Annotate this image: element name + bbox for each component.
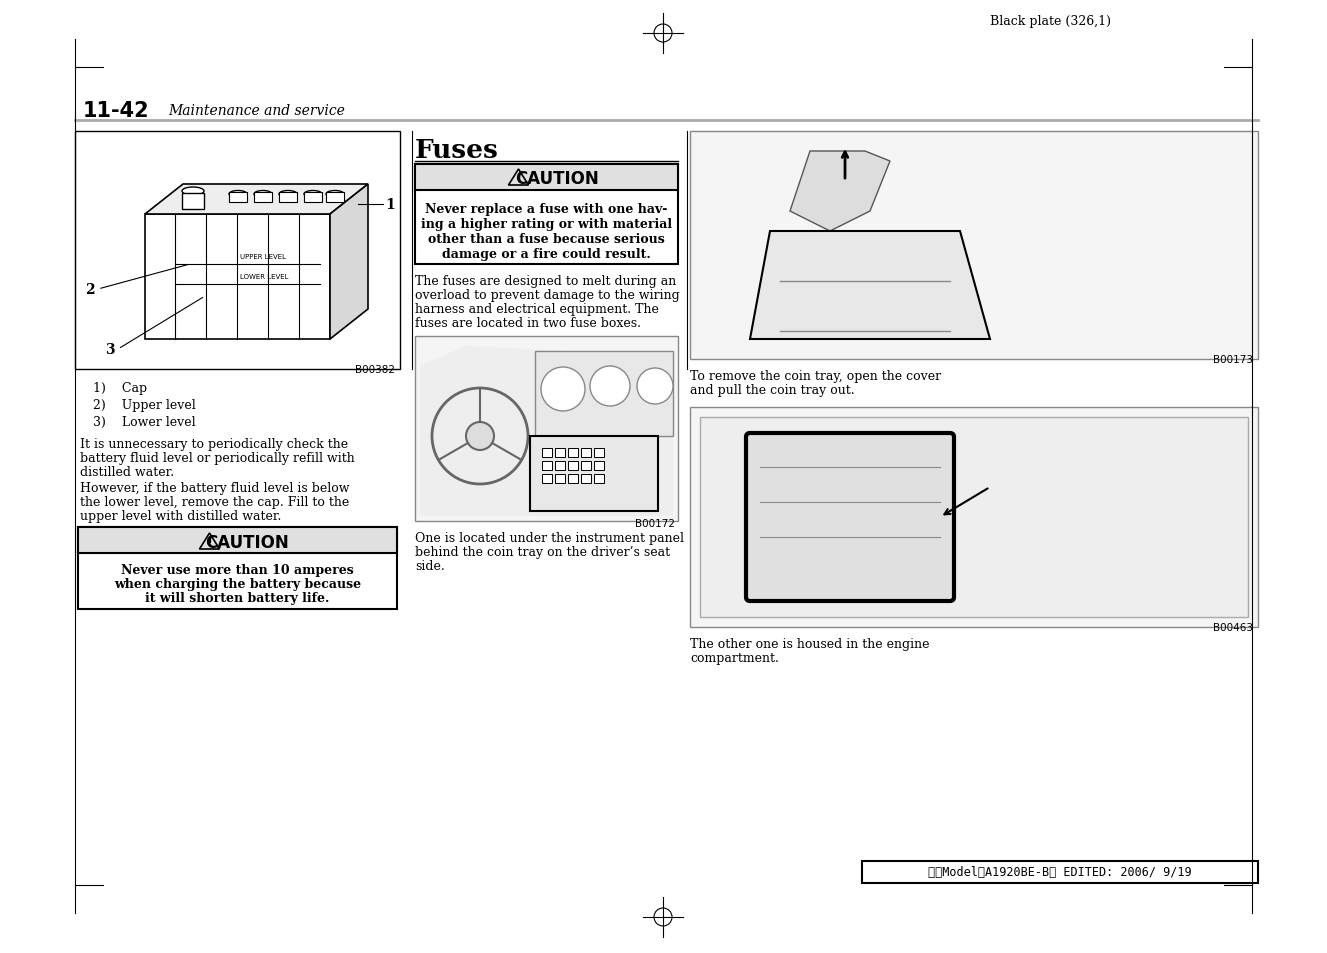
Polygon shape [508, 170, 528, 186]
Text: The other one is housed in the engine: The other one is housed in the engine [690, 638, 929, 650]
Ellipse shape [326, 192, 344, 198]
Ellipse shape [304, 192, 322, 198]
Ellipse shape [182, 188, 204, 195]
Circle shape [591, 367, 630, 407]
Text: harness and electrical equipment. The: harness and electrical equipment. The [415, 303, 660, 315]
Text: Never replace a fuse with one hav-: Never replace a fuse with one hav- [426, 203, 667, 215]
Bar [594, 449, 604, 457]
Bar [568, 449, 579, 457]
Text: it will shorten battery life.: it will shorten battery life. [146, 592, 329, 604]
Bar [690, 408, 1258, 627]
Text: 2: 2 [85, 283, 94, 296]
Circle shape [541, 368, 585, 412]
Polygon shape [145, 185, 368, 214]
Ellipse shape [279, 192, 297, 198]
Text: ing a higher rating or with material: ing a higher rating or with material [421, 218, 671, 231]
Text: when charging the battery because: when charging the battery because [114, 578, 361, 590]
Text: One is located under the instrument panel: One is located under the instrument pane… [415, 532, 683, 544]
Text: !: ! [516, 173, 520, 184]
Bar [555, 475, 565, 483]
Text: battery fluid level or periodically refill with: battery fluid level or periodically refi… [80, 452, 354, 464]
Bar [535, 352, 673, 436]
Circle shape [637, 369, 673, 405]
Text: other than a fuse because serious: other than a fuse because serious [429, 233, 665, 246]
Text: side.: side. [415, 559, 445, 573]
Text: Black plate (326,1): Black plate (326,1) [990, 15, 1111, 29]
Bar [863, 862, 1258, 883]
Text: 1: 1 [385, 198, 394, 212]
Bar [78, 527, 397, 554]
Bar [541, 461, 552, 471]
Text: 1)    Cap: 1) Cap [93, 381, 147, 395]
Bar [541, 475, 552, 483]
Text: compartment.: compartment. [690, 651, 779, 664]
Bar [415, 165, 678, 191]
Text: It is unnecessary to periodically check the: It is unnecessary to periodically check … [80, 437, 348, 451]
Bar [581, 461, 591, 471]
Bar [555, 461, 565, 471]
Text: Never use more than 10 amperes: Never use more than 10 amperes [121, 563, 354, 577]
Bar [529, 436, 658, 512]
Ellipse shape [230, 192, 247, 198]
Text: upper level with distilled water.: upper level with distilled water. [80, 510, 281, 522]
Bar [415, 336, 678, 521]
Bar [701, 417, 1247, 618]
Text: distilled water.: distilled water. [80, 465, 174, 478]
Bar [326, 193, 344, 203]
Text: 3)    Lower level: 3) Lower level [93, 416, 195, 429]
Text: 北米Model「A1920BE-B」 EDITED: 2006/ 9/19: 北米Model「A1920BE-B」 EDITED: 2006/ 9/19 [928, 865, 1192, 879]
Text: 2)    Upper level: 2) Upper level [93, 398, 196, 412]
Bar [541, 449, 552, 457]
Bar [78, 527, 397, 609]
Text: !: ! [207, 537, 212, 547]
Polygon shape [790, 152, 890, 232]
Text: CAUTION: CAUTION [515, 170, 598, 188]
Text: B00382: B00382 [356, 365, 395, 375]
Text: B00463: B00463 [1213, 622, 1253, 633]
Text: B00173: B00173 [1213, 355, 1253, 365]
Text: 3: 3 [105, 343, 115, 356]
Bar [145, 214, 330, 339]
Text: the lower level, remove the cap. Fill to the: the lower level, remove the cap. Fill to… [80, 496, 349, 509]
Text: B00172: B00172 [636, 518, 675, 529]
Text: Maintenance and service: Maintenance and service [169, 104, 345, 118]
Text: UPPER LEVEL: UPPER LEVEL [240, 253, 287, 260]
Text: However, if the battery fluid level is below: However, if the battery fluid level is b… [80, 481, 349, 495]
Text: and pull the coin tray out.: and pull the coin tray out. [690, 384, 855, 396]
Bar [253, 193, 272, 203]
Text: CAUTION: CAUTION [206, 534, 289, 552]
Bar [182, 193, 204, 210]
Bar [230, 193, 247, 203]
Text: Fuses: Fuses [415, 137, 499, 162]
Polygon shape [421, 347, 673, 517]
Text: damage or a fire could result.: damage or a fire could result. [442, 248, 650, 261]
Text: LOWER LEVEL: LOWER LEVEL [240, 274, 288, 280]
Bar [568, 475, 579, 483]
Bar [76, 132, 399, 370]
Ellipse shape [253, 192, 272, 198]
Bar [581, 449, 591, 457]
Bar [690, 132, 1258, 359]
Polygon shape [199, 534, 219, 550]
Polygon shape [330, 185, 368, 339]
Text: The fuses are designed to melt during an: The fuses are designed to melt during an [415, 274, 677, 288]
Bar [594, 475, 604, 483]
Bar [304, 193, 322, 203]
Text: 11-42: 11-42 [84, 101, 150, 121]
Bar [415, 165, 678, 265]
FancyBboxPatch shape [746, 434, 954, 601]
Text: fuses are located in two fuse boxes.: fuses are located in two fuse boxes. [415, 316, 641, 330]
Text: overload to prevent damage to the wiring: overload to prevent damage to the wiring [415, 289, 679, 302]
Bar [568, 461, 579, 471]
Bar [581, 475, 591, 483]
Bar [555, 449, 565, 457]
Text: To remove the coin tray, open the cover: To remove the coin tray, open the cover [690, 370, 941, 382]
Text: behind the coin tray on the driver’s seat: behind the coin tray on the driver’s sea… [415, 545, 670, 558]
Bar [594, 461, 604, 471]
Polygon shape [750, 232, 990, 339]
Circle shape [466, 422, 494, 451]
Bar [279, 193, 297, 203]
